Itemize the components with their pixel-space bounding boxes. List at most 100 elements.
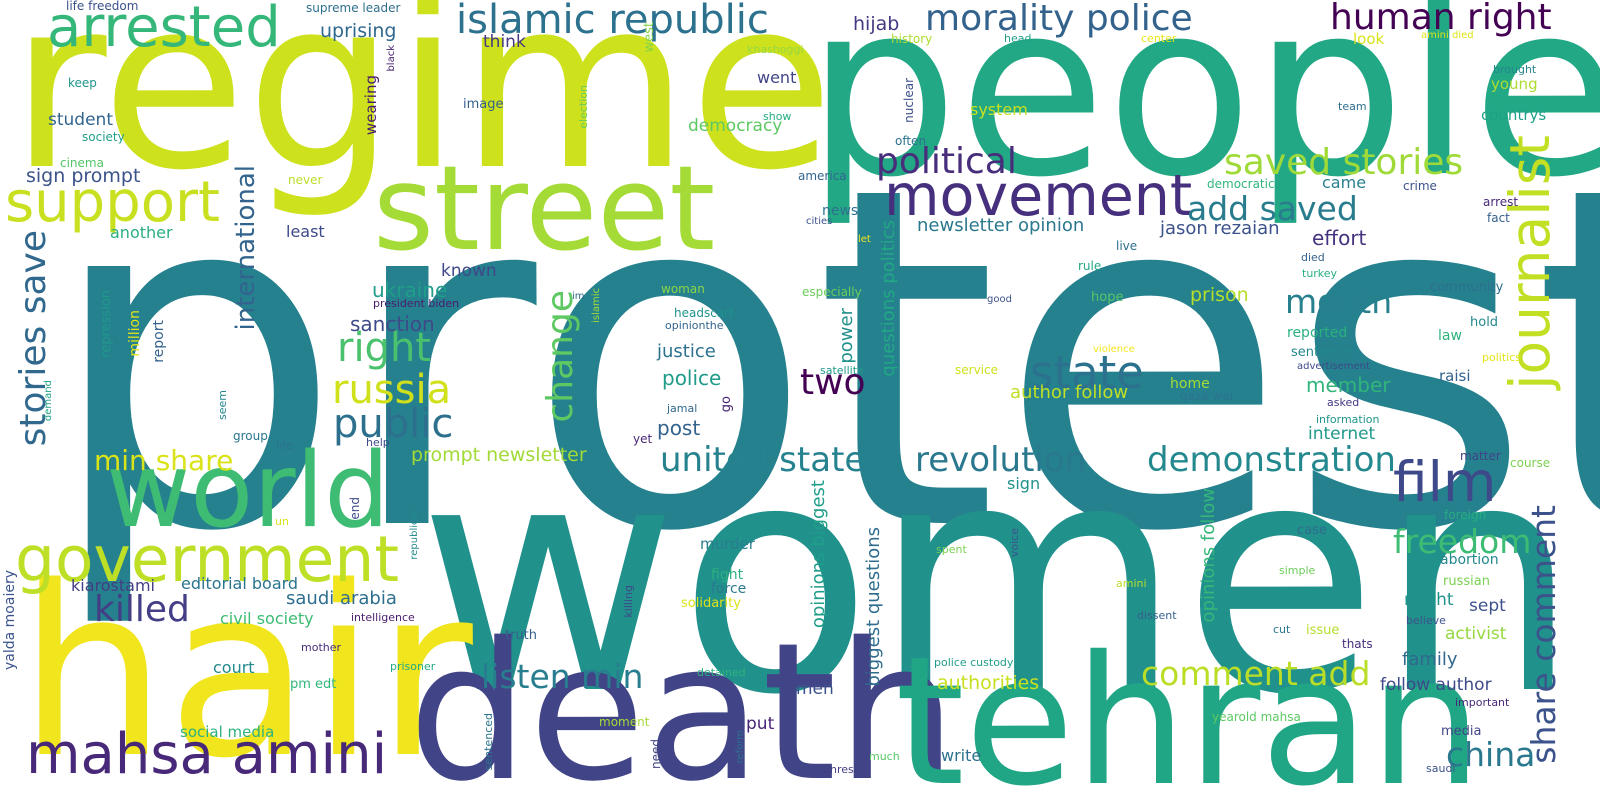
- cloud-word: home: [1170, 376, 1210, 392]
- cloud-word: dissent: [1137, 609, 1177, 622]
- cloud-word: civil society: [220, 609, 314, 628]
- cloud-word: matter: [1460, 449, 1501, 463]
- cloud-word: mahsa amini: [26, 722, 388, 787]
- cloud-word: went: [757, 68, 797, 87]
- cloud-word: hope: [1091, 290, 1124, 305]
- cloud-word: countrys: [1481, 106, 1547, 124]
- cloud-word: thats: [1342, 637, 1373, 651]
- cloud-word: gaza war: [1180, 389, 1235, 403]
- cloud-word: political: [876, 141, 1017, 182]
- cloud-word: effort: [1312, 226, 1367, 250]
- cloud-word: im: [572, 291, 585, 302]
- cloud-word: newsletter opinion: [917, 215, 1085, 236]
- cloud-word: sign: [1007, 474, 1041, 493]
- cloud-word: public: [333, 401, 454, 447]
- cloud-word: another: [110, 223, 173, 242]
- cloud-word: might: [1404, 590, 1454, 610]
- cloud-word: image: [463, 97, 504, 112]
- cloud-word: saved stories: [1224, 142, 1464, 183]
- cloud-word: west: [642, 22, 657, 53]
- cloud-word: saudi: [1426, 762, 1456, 775]
- cloud-word: good: [987, 294, 1012, 305]
- cloud-word: republican: [409, 507, 420, 560]
- cloud-word: died: [1301, 251, 1325, 264]
- cloud-word: authorities: [937, 672, 1040, 694]
- cloud-word: killing: [622, 585, 635, 618]
- cloud-word: unrest: [823, 763, 859, 776]
- cloud-word: hold: [1470, 315, 1499, 330]
- cloud-word: reform: [735, 730, 746, 764]
- cloud-word: arrested: [47, 0, 281, 60]
- cloud-word: police: [662, 366, 722, 390]
- cloud-word: need: [649, 739, 663, 769]
- cloud-word: democracy: [688, 116, 783, 136]
- cloud-word: supreme leader: [306, 1, 401, 15]
- cloud-word: post: [657, 416, 701, 440]
- cloud-word: group: [233, 429, 268, 443]
- cloud-word: end: [348, 497, 362, 520]
- cloud-word: activist: [1445, 624, 1507, 644]
- cloud-word: repression: [99, 290, 114, 358]
- cloud-word: president biden: [373, 297, 460, 310]
- cloud-word: million: [127, 310, 143, 357]
- cloud-word: jamal: [667, 402, 698, 415]
- cloud-word: news: [822, 203, 859, 219]
- cloud-word: amini: [1116, 577, 1147, 590]
- cloud-word: film: [1393, 450, 1497, 514]
- cloud-word: life freedom: [66, 0, 139, 13]
- cloud-word: center: [1141, 32, 1177, 45]
- cloud-word: tehran: [895, 618, 1483, 800]
- cloud-word: spent: [936, 543, 967, 556]
- cloud-word: young: [1491, 75, 1538, 93]
- cloud-word: cinema: [60, 156, 104, 170]
- cloud-word: believe: [1406, 614, 1446, 627]
- cloud-word: cities: [806, 216, 833, 227]
- cloud-word: follow author: [1380, 675, 1492, 695]
- cloud-word: arrest: [1483, 195, 1519, 209]
- cloud-word: men: [796, 679, 834, 699]
- cloud-word: hijab: [853, 13, 900, 35]
- cloud-word: protest: [45, 87, 1600, 634]
- cloud-word: prison: [1190, 284, 1249, 306]
- cloud-word: often: [895, 134, 927, 148]
- cloud-word: comment add: [1141, 654, 1371, 693]
- cloud-word: much: [869, 750, 900, 763]
- cloud-word: opinions follow: [1198, 488, 1219, 623]
- cloud-word: hair: [18, 537, 473, 800]
- cloud-word: service: [955, 363, 998, 377]
- cloud-word: course: [1510, 456, 1551, 470]
- cloud-word: sentence: [1291, 345, 1351, 360]
- cloud-word: demand: [43, 380, 54, 422]
- cloud-word: opinions biggest: [808, 480, 829, 629]
- cloud-word: ukraine: [372, 278, 448, 302]
- cloud-word: editorial board: [181, 574, 299, 593]
- cloud-word: advertisement: [1297, 361, 1370, 372]
- cloud-word: russia: [332, 367, 452, 413]
- cloud-word: student: [48, 110, 113, 130]
- cloud-word: month: [1285, 282, 1393, 321]
- cloud-word: known: [441, 261, 497, 281]
- cloud-word: crime: [1403, 179, 1437, 193]
- cloud-word: democratic: [1207, 177, 1275, 191]
- cloud-word: never: [288, 173, 323, 187]
- cloud-word: important: [1455, 696, 1510, 709]
- cloud-word: voice: [1008, 528, 1021, 558]
- cloud-word: china: [1446, 735, 1536, 774]
- cloud-word: prisoner: [390, 660, 436, 673]
- cloud-word: right: [337, 325, 431, 371]
- cloud-word: violence: [1093, 344, 1135, 355]
- cloud-word: two: [800, 362, 866, 403]
- cloud-word: revolution: [915, 440, 1087, 480]
- cloud-word: government: [15, 523, 400, 596]
- cloud-word: power: [836, 308, 857, 364]
- cloud-word: mother: [301, 641, 342, 654]
- cloud-word: prompt newsletter: [411, 444, 587, 466]
- cloud-word: member: [1306, 373, 1391, 397]
- cloud-word: street: [373, 140, 716, 277]
- cloud-word: brought: [1493, 63, 1537, 76]
- cloud-word: sanction: [350, 312, 435, 336]
- cloud-word: live: [1116, 239, 1138, 253]
- cloud-word: solidarity: [681, 596, 741, 611]
- cloud-word: write: [941, 746, 982, 765]
- cloud-word: sign prompt: [26, 165, 141, 187]
